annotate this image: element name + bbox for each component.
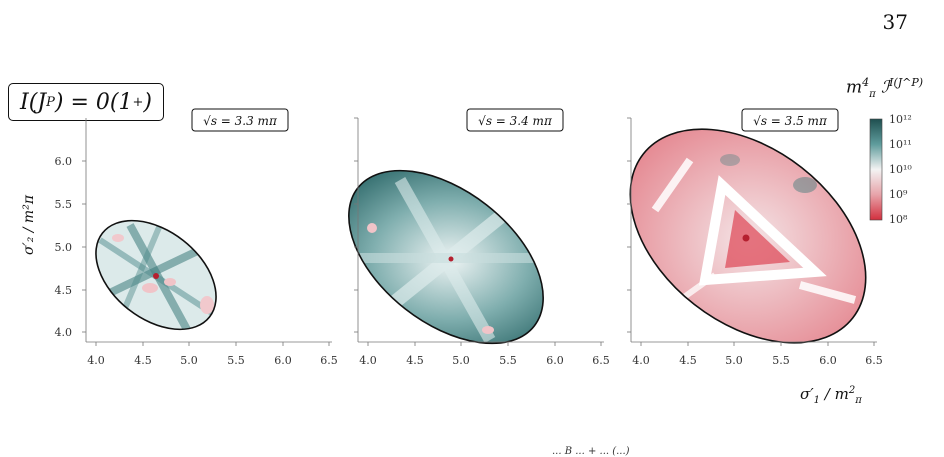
minimum-point-3 <box>742 234 750 242</box>
heatmap-spot-1c <box>200 296 214 314</box>
heatmap-group-1 <box>80 200 237 340</box>
x-tick-label: 6.0 <box>546 354 564 367</box>
x-tick-label: 6.5 <box>320 354 338 367</box>
x-axis-title-sup: 2 <box>848 385 856 396</box>
minimum-point-1 <box>153 273 159 279</box>
x-tick-label: 5.0 <box>452 354 470 367</box>
y-axis-title: σ′₂ / m²π <box>21 194 37 255</box>
annotation-text-3: √s = 3.5 mπ <box>753 114 828 128</box>
x-tick-label: 6.0 <box>274 354 292 367</box>
heatmap-triangle-core-3 <box>725 210 790 268</box>
heatmap-spot-2b <box>482 326 494 334</box>
heatmap-streak-1d <box>117 223 163 322</box>
panel-label-end: ) <box>143 89 152 115</box>
x-tick-label: 5.5 <box>499 354 517 367</box>
x-tick-label: 5.5 <box>227 354 245 367</box>
heatmap-curve-3b <box>798 281 857 304</box>
colorbar-tick-label: 10¹¹ <box>889 138 912 151</box>
colorbar-gradient <box>869 118 883 221</box>
y-tick-label: 4.5 <box>55 284 73 297</box>
x-tick-label: 4.5 <box>406 354 424 367</box>
panel-label-sup: P <box>46 94 55 110</box>
axes-panel-1 <box>85 118 332 343</box>
colorbar: 10¹² 10¹¹ 10¹⁰ 10⁹ 10⁸ <box>869 113 912 226</box>
colorbar-title-main: m <box>846 77 863 98</box>
colorbar-title: m4π ℐI(J^P) <box>846 76 923 100</box>
colorbar-tick-label: 10⁸ <box>889 213 908 226</box>
heatmap-spot-1a <box>142 283 158 293</box>
x-axis-title: σ′1 / m2π <box>800 385 862 406</box>
annotation-box-1: √s = 3.3 mπ <box>191 108 289 132</box>
x-ticks-panel-3: 4.0 4.5 5.0 5.5 6.0 6.5 <box>632 354 883 367</box>
panel-label-suffix: ) = 0(1 <box>54 89 133 115</box>
x-ticks-panel-2: 4.0 4.5 5.0 5.5 6.0 6.5 <box>359 354 610 367</box>
x-tick-label: 4.0 <box>359 354 377 367</box>
panel-label: I(J P) = 0(1 +) <box>8 83 164 121</box>
x-tick-label: 4.0 <box>87 354 105 367</box>
panel-label-prefix: I(J <box>20 89 47 115</box>
heatmap-teal-edge-3b <box>720 154 740 166</box>
colorbar-title-sup: 4 <box>862 76 870 89</box>
y-tick-label: 6.0 <box>55 155 73 168</box>
x-tick-label: 5.0 <box>725 354 743 367</box>
colorbar-tick-label: 10¹² <box>889 113 912 126</box>
caption-fragment: ... B ... + ... (...) <box>552 446 630 457</box>
minimum-point-2 <box>448 256 454 262</box>
axes-panel-2 <box>357 118 604 343</box>
x-tick-label: 4.0 <box>632 354 650 367</box>
y-tick-label: 5.0 <box>55 241 73 254</box>
region-boundary-1 <box>95 219 217 331</box>
x-axis-title-sub: 1 <box>813 395 821 406</box>
x-tick-label: 6.0 <box>819 354 837 367</box>
colorbar-tick-label: 10¹⁰ <box>889 163 912 176</box>
x-tick-label: 5.5 <box>772 354 790 367</box>
page-number: 37 <box>882 10 908 34</box>
heatmap-teal-edge-3a <box>793 177 817 193</box>
annotation-box-2: √s = 3.4 mπ <box>466 108 564 132</box>
heatmap-curve-3c <box>678 272 717 303</box>
x-axis-title-sub2: π <box>855 395 862 406</box>
x-tick-label: 6.5 <box>865 354 883 367</box>
heatmap-spot-2a <box>367 223 377 233</box>
x-tick-label: 4.5 <box>679 354 697 367</box>
y-ticks: 4.0 4.5 5.0 5.5 6.0 <box>55 155 73 339</box>
colorbar-tick-label: 10⁹ <box>889 188 908 201</box>
heatmap-spot-1d <box>112 234 124 242</box>
panel-label-sup2: + <box>132 94 144 110</box>
heatmap-triangle-3 <box>698 175 827 286</box>
heatmap-spot-1b <box>164 278 176 286</box>
x-axis-title-main: σ′ <box>800 385 814 403</box>
colorbar-title-symbol: ℐ <box>875 77 890 98</box>
x-tick-label: 5.0 <box>180 354 198 367</box>
x-tick-marks <box>95 342 875 346</box>
y-tick-label: 4.0 <box>55 326 73 339</box>
x-ticks-panel-1: 4.0 4.5 5.0 5.5 6.0 6.5 <box>87 354 338 367</box>
annotation-box-3: √s = 3.5 mπ <box>741 108 839 132</box>
region-boundary-3 <box>629 128 867 344</box>
x-axis-title-rest: / m <box>820 385 849 403</box>
x-tick-label: 4.5 <box>134 354 152 367</box>
annotation-text-1: √s = 3.3 mπ <box>203 114 278 128</box>
colorbar-title-sub: π <box>869 89 876 101</box>
annotation-text-2: √s = 3.4 mπ <box>478 114 553 128</box>
colorbar-title-sup2: I(J^P) <box>889 76 924 89</box>
y-tick-label: 5.5 <box>55 198 73 211</box>
heatmap-curve-3a <box>651 157 694 213</box>
axes-panel-3 <box>630 118 877 343</box>
y-tick-marks <box>82 117 631 333</box>
x-tick-label: 6.5 <box>592 354 610 367</box>
